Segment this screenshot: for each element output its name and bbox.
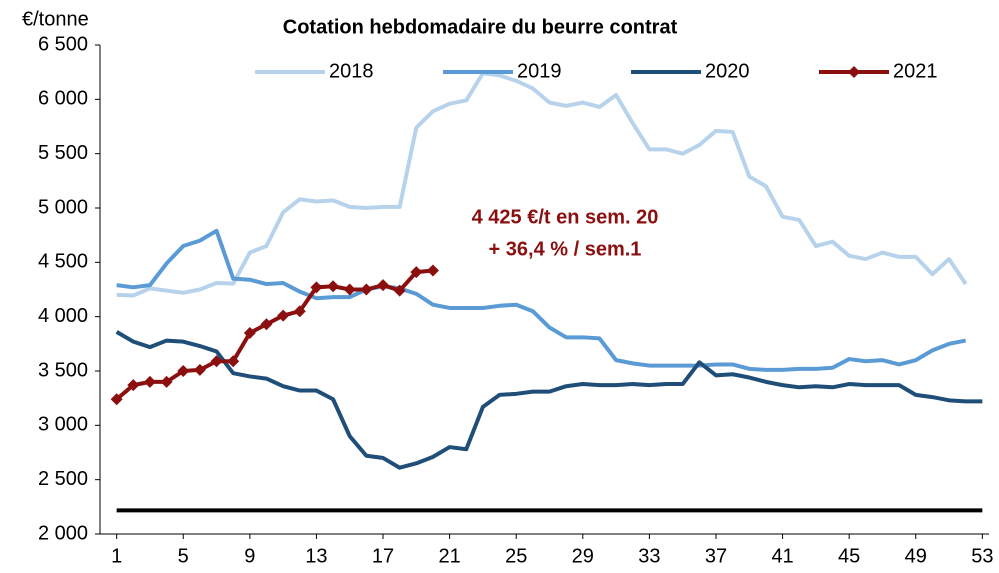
series-line — [116, 228, 967, 372]
x-tick-label: 21 — [438, 545, 460, 567]
legend-label: 2018 — [329, 60, 374, 82]
legend-label: 2021 — [893, 60, 938, 82]
point-marker — [127, 379, 140, 392]
y-axis-label: €/tonne — [22, 8, 89, 30]
annotation: + 36,4 % / sem.1 — [489, 238, 642, 260]
point-marker — [377, 279, 390, 292]
point-marker — [210, 355, 223, 368]
y-tick-label: 3 000 — [38, 414, 88, 436]
x-tick-label: 33 — [638, 545, 660, 567]
x-tick-label: 17 — [372, 545, 394, 567]
y-tick-label: 4 000 — [38, 305, 88, 327]
x-tick-label: 41 — [771, 545, 793, 567]
y-tick-label: 4 500 — [38, 251, 88, 273]
legend-marker — [848, 66, 860, 78]
point-marker — [277, 309, 290, 322]
point-marker — [193, 363, 206, 376]
x-tick-label: 29 — [572, 545, 594, 567]
y-tick-label: 5 500 — [38, 142, 88, 164]
x-tick-label: 1 — [111, 545, 122, 567]
point-marker — [243, 326, 256, 339]
y-tick-label: 6 000 — [38, 88, 88, 110]
point-marker — [177, 365, 190, 377]
point-marker — [160, 375, 173, 388]
chart-title: Cotation hebdomadaire du beurre contrat — [283, 16, 678, 38]
x-tick-label: 45 — [838, 545, 860, 567]
legend-label: 2019 — [517, 60, 562, 82]
point-marker — [327, 280, 340, 293]
point-marker — [227, 355, 240, 368]
point-marker — [343, 283, 356, 296]
y-tick-label: 3 500 — [38, 359, 88, 381]
point-marker — [310, 281, 323, 294]
y-tick-label: 6 500 — [38, 33, 88, 55]
point-marker — [393, 284, 406, 297]
point-marker — [293, 305, 306, 318]
x-tick-label: 37 — [705, 545, 727, 567]
y-tick-label: 5 000 — [38, 196, 88, 218]
point-marker — [410, 266, 423, 279]
point-marker — [143, 375, 156, 388]
x-tick-label: 5 — [178, 545, 189, 567]
point-marker — [110, 393, 123, 406]
series-line — [115, 330, 983, 470]
x-tick-label: 13 — [305, 545, 327, 567]
x-tick-label: 9 — [244, 545, 255, 567]
x-tick-label: 25 — [505, 545, 527, 567]
x-tick-label: 49 — [905, 545, 927, 567]
legend-label: 2020 — [705, 60, 750, 82]
annotation: 4 425 €/t en sem. 20 — [472, 206, 659, 228]
point-marker — [260, 318, 273, 331]
point-marker — [426, 264, 439, 277]
x-tick-label: 53 — [971, 545, 993, 567]
y-tick-label: 2 500 — [38, 468, 88, 490]
y-tick-label: 2 000 — [38, 522, 88, 544]
point-marker — [360, 283, 373, 296]
series-line — [116, 71, 968, 298]
